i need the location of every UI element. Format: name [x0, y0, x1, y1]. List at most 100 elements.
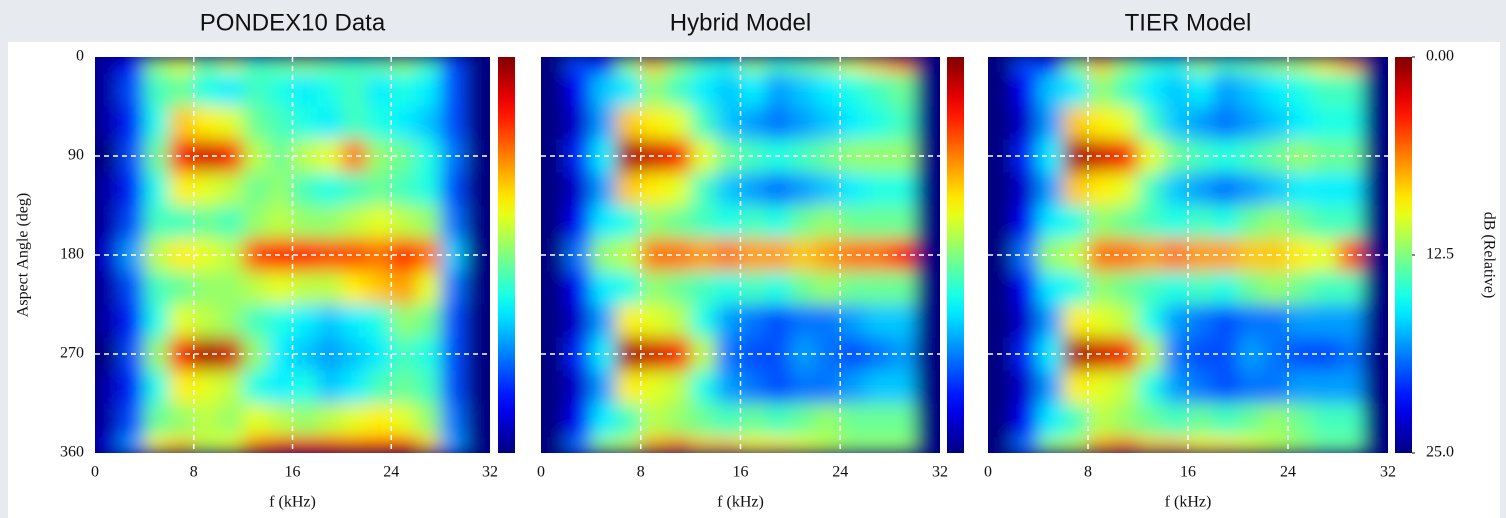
heatmap-cell — [366, 73, 392, 107]
x-tick-label: 8 — [1084, 464, 1092, 481]
heatmap-cell — [243, 57, 269, 74]
heatmap-cell — [465, 106, 490, 140]
heatmap-cell — [391, 73, 417, 107]
heatmap-cell — [169, 172, 195, 206]
heatmap-cell — [840, 403, 866, 437]
heatmap-cell — [890, 436, 916, 453]
heatmap-cell — [1188, 73, 1214, 107]
heatmap-cell — [565, 403, 592, 437]
heatmap-cell — [1163, 205, 1189, 239]
heatmap-cell — [1288, 106, 1314, 140]
heatmap-cell — [193, 370, 219, 404]
heatmap-cell — [1213, 403, 1239, 437]
heatmap-cell — [1288, 304, 1314, 338]
heatmap-cell — [317, 172, 343, 206]
heatmap-cell — [988, 370, 1014, 404]
heatmap-cell — [665, 106, 692, 140]
heatmap-cell — [715, 106, 741, 140]
heatmap-cell — [1263, 57, 1289, 74]
heatmap-cell — [169, 73, 195, 107]
heatmap-cell — [1313, 304, 1339, 338]
heatmap-cell — [915, 403, 940, 437]
heatmap-cell — [1188, 139, 1214, 173]
heatmap-cell — [690, 172, 717, 206]
heatmap-cell — [590, 436, 617, 453]
heatmap-cell — [366, 205, 392, 239]
heatmap-cell — [1088, 403, 1114, 437]
heatmap-cells — [541, 57, 940, 453]
heatmap-cell — [440, 57, 466, 74]
heatmap-cell — [267, 337, 293, 371]
heatmap-cell — [1113, 436, 1139, 453]
heatmap-cell — [715, 57, 741, 74]
heatmap-cell — [765, 106, 791, 140]
heatmap-cell — [1038, 304, 1064, 338]
x-tick-label: 24 — [832, 464, 848, 481]
heatmap-cell — [119, 304, 145, 338]
heatmap-cell — [915, 370, 940, 404]
heatmap-cell — [341, 403, 368, 437]
x-tick-label: 32 — [482, 464, 498, 481]
heatmap-cell — [865, 106, 891, 140]
heatmap-cell — [1163, 172, 1189, 206]
heatmap-cell — [565, 73, 592, 107]
heatmap-cell — [541, 304, 567, 338]
heatmap-cell — [391, 205, 417, 239]
heatmap-cell — [640, 403, 667, 437]
heatmap-cell — [1338, 370, 1364, 404]
heatmap-cell — [267, 73, 293, 107]
heatmap-cell — [1013, 403, 1039, 437]
heatmap-cell — [193, 106, 219, 140]
heatmap-cell — [292, 73, 318, 107]
heatmap-cell — [1313, 205, 1339, 239]
heatmap-cells — [95, 57, 490, 453]
heatmap-cell — [1063, 205, 1089, 239]
heatmap-cell — [1063, 139, 1089, 173]
heatmap-cell — [840, 238, 866, 272]
heatmap-cell — [1313, 436, 1339, 453]
heatmap-cell — [1363, 106, 1388, 140]
heatmap-cell — [415, 304, 442, 338]
heatmap-cell — [193, 436, 219, 453]
heatmap-cell — [1063, 106, 1089, 140]
heatmap-cell — [1188, 205, 1214, 239]
heatmap-cell — [391, 304, 417, 338]
heatmap-cell — [541, 73, 567, 107]
heatmap-cell — [193, 304, 219, 338]
heatmap-cell — [765, 370, 791, 404]
colorbar-tick-label: 0.00 — [1426, 48, 1454, 65]
heatmap-cell — [1363, 304, 1388, 338]
heatmap-cell — [1063, 436, 1089, 453]
heatmap-cell — [267, 57, 293, 74]
heatmap-cell — [1088, 436, 1114, 453]
heatmap-cell — [366, 172, 392, 206]
heatmap-cell — [690, 73, 717, 107]
heatmap-cell — [865, 57, 891, 74]
heatmap-cell — [243, 238, 269, 272]
heatmap-cell — [565, 57, 592, 74]
heatmap-cell — [366, 106, 392, 140]
heatmap-cell — [119, 403, 145, 437]
heatmap-cell — [465, 304, 490, 338]
heatmap-cell — [1213, 436, 1239, 453]
heatmap-cell — [690, 205, 717, 239]
heatmap-cell — [1163, 271, 1189, 305]
heatmap-cell — [1363, 172, 1388, 206]
heatmap-cell — [1338, 205, 1364, 239]
x-tick-label: 16 — [285, 464, 301, 481]
heatmap-cell — [218, 106, 244, 140]
heatmap-cell — [715, 205, 741, 239]
heatmap-cell — [144, 139, 170, 173]
x-tick-label: 16 — [1180, 464, 1196, 481]
heatmap-cell — [243, 370, 269, 404]
heatmap-cell — [565, 370, 592, 404]
heatmap-cell — [1263, 403, 1289, 437]
heatmap-cell — [740, 370, 766, 404]
heatmap-cell — [840, 205, 866, 239]
heatmap-cell — [1113, 304, 1139, 338]
heatmap-cell — [1288, 205, 1314, 239]
heatmap-cell — [840, 436, 866, 453]
heatmap-cell — [440, 370, 466, 404]
heatmap-cell — [915, 139, 940, 173]
heatmap-cell — [1138, 172, 1164, 206]
